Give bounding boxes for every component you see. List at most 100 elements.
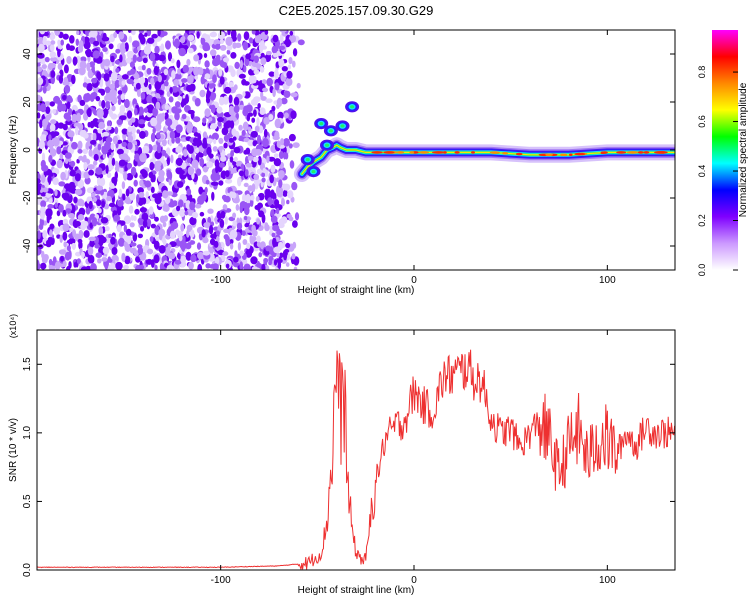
noise-speck bbox=[101, 145, 109, 155]
noise-speck bbox=[200, 37, 206, 46]
noise-speck bbox=[218, 162, 225, 168]
noise-speck bbox=[66, 43, 71, 51]
noise-speck bbox=[139, 264, 145, 270]
noise-speck bbox=[50, 40, 56, 45]
noise-speck bbox=[237, 177, 242, 187]
noise-speck bbox=[144, 32, 148, 37]
snr-panel: -100 0 100 0.0 0.5 1.0 1.5 Height of straight… bbox=[8, 314, 676, 596]
noise-speck bbox=[285, 144, 290, 155]
noise-speck bbox=[63, 77, 69, 84]
noise-speck bbox=[133, 73, 140, 80]
noise-speck bbox=[168, 96, 174, 103]
y-tick-label: -20 bbox=[22, 190, 33, 205]
noise-speck bbox=[77, 140, 83, 150]
noise-speck bbox=[71, 242, 76, 250]
noise-speck bbox=[86, 187, 94, 194]
noise-speck bbox=[216, 106, 223, 114]
noise-speck bbox=[49, 229, 53, 238]
noise-speck bbox=[215, 57, 221, 66]
signal-peak bbox=[502, 152, 508, 155]
noise-speck bbox=[108, 233, 112, 239]
noise-speck bbox=[180, 255, 187, 264]
x-tick-label: 100 bbox=[599, 275, 616, 286]
noise-speck bbox=[125, 235, 132, 243]
noise-speck bbox=[68, 213, 75, 219]
noise-speck bbox=[272, 135, 280, 141]
noise-speck bbox=[261, 172, 266, 178]
noise-speck bbox=[130, 117, 136, 123]
noise-speck bbox=[148, 171, 154, 179]
noise-speck bbox=[285, 242, 291, 249]
noise-speck bbox=[121, 181, 126, 190]
noise-speck bbox=[189, 216, 197, 226]
noise-speck bbox=[138, 106, 145, 116]
noise-speck bbox=[113, 214, 121, 222]
noise-speck bbox=[74, 188, 83, 196]
noise-speck bbox=[204, 73, 211, 80]
noise-speck bbox=[41, 164, 49, 172]
noise-speck bbox=[233, 105, 240, 114]
noise-speck bbox=[103, 58, 111, 67]
noise-speck bbox=[252, 140, 257, 147]
noise-speck bbox=[40, 211, 45, 220]
noise-speck bbox=[297, 39, 305, 46]
signal-peak bbox=[626, 151, 639, 154]
noise-speck bbox=[187, 34, 195, 42]
noise-speck bbox=[133, 47, 139, 54]
noise-speck bbox=[197, 263, 203, 270]
noise-speck bbox=[287, 190, 294, 199]
noise-speck bbox=[117, 237, 125, 247]
noise-speck bbox=[138, 191, 145, 198]
noise-speck bbox=[141, 86, 148, 93]
noise-speck bbox=[132, 54, 137, 63]
noise-speck bbox=[110, 236, 116, 245]
noise-speck bbox=[65, 208, 72, 213]
noise-speck bbox=[235, 204, 240, 211]
noise-speck bbox=[167, 244, 172, 250]
noise-speck bbox=[254, 30, 260, 37]
noise-speck bbox=[271, 105, 276, 112]
noise-speck bbox=[96, 199, 102, 207]
noise-speck bbox=[153, 254, 160, 264]
noise-speck bbox=[226, 44, 233, 51]
noise-speck bbox=[66, 114, 72, 122]
y-tick-label: 1.5 bbox=[22, 357, 33, 371]
noise-speck bbox=[213, 138, 217, 145]
noise-speck bbox=[233, 146, 241, 154]
noise-speck bbox=[242, 91, 246, 97]
noise-speck bbox=[134, 153, 140, 162]
noise-speck bbox=[203, 222, 211, 228]
signal-peak bbox=[569, 153, 573, 156]
noise-speck bbox=[106, 91, 114, 101]
signal-blob bbox=[305, 158, 310, 162]
noise-speck bbox=[84, 176, 91, 185]
noise-speck bbox=[85, 48, 92, 58]
noise-speck bbox=[109, 83, 116, 91]
noise-speck bbox=[37, 94, 41, 102]
signal-peak bbox=[616, 151, 627, 154]
noise-speck bbox=[186, 224, 193, 232]
noise-speck bbox=[67, 130, 75, 138]
noise-speck bbox=[200, 75, 205, 85]
noise-speck bbox=[50, 56, 58, 62]
noise-speck bbox=[110, 113, 118, 120]
noise-speck bbox=[126, 110, 133, 119]
noise-speck bbox=[72, 229, 77, 238]
noise-speck bbox=[73, 262, 77, 268]
noise-speck bbox=[70, 160, 76, 167]
noise-speck bbox=[83, 112, 89, 121]
noise-speck bbox=[162, 238, 167, 246]
noise-speck bbox=[102, 108, 108, 119]
noise-speck bbox=[48, 198, 53, 204]
noise-speck bbox=[211, 191, 215, 201]
noise-speck bbox=[278, 151, 284, 159]
noise-speck bbox=[62, 33, 69, 40]
noise-speck bbox=[63, 64, 69, 74]
noise-speck bbox=[165, 118, 173, 127]
noise-speck bbox=[294, 212, 300, 221]
noise-speck bbox=[276, 258, 283, 264]
noise-speck bbox=[159, 262, 164, 270]
noise-speck bbox=[256, 241, 262, 247]
noise-speck bbox=[166, 169, 171, 179]
noise-speck bbox=[202, 250, 211, 256]
